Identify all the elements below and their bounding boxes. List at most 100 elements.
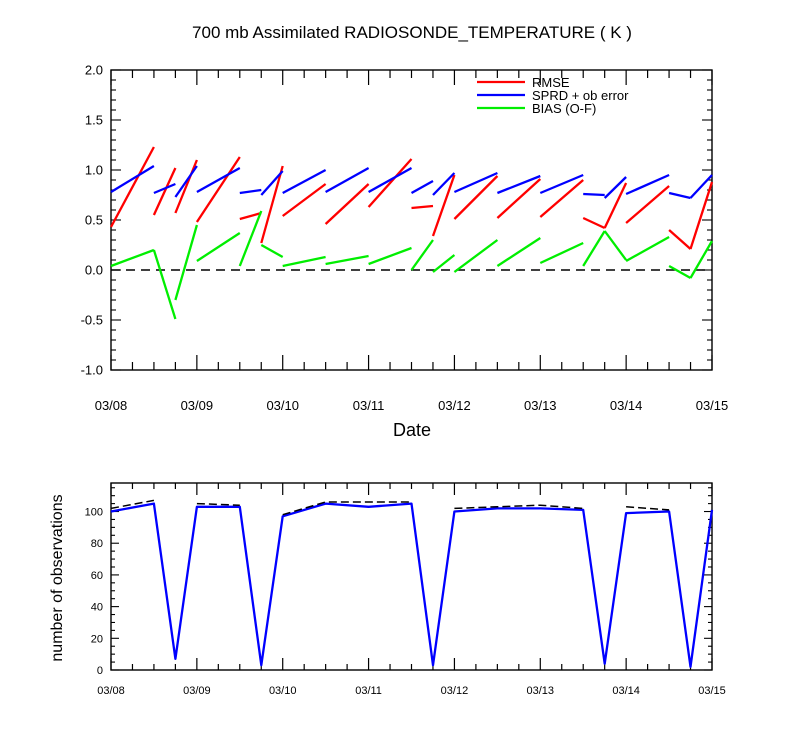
- series-line-segment: [325, 166, 370, 194]
- x-tick-label: 03/12: [438, 398, 471, 413]
- series-line-segment: [324, 183, 370, 225]
- series-line-segment: [496, 237, 541, 267]
- series-line-segment: [453, 171, 498, 194]
- series-line-segment: [603, 176, 627, 199]
- x-tick-label: 03/13: [527, 685, 555, 697]
- series-line-segment: [626, 506, 670, 511]
- legend-label-rmse: RMSE: [532, 75, 570, 90]
- y-tick-label: 1.0: [85, 163, 103, 178]
- x-tick-label: 03/09: [183, 685, 211, 697]
- y-tick-label: 1.5: [85, 113, 103, 128]
- y-tick-label: 80: [91, 538, 103, 550]
- series-line-segment: [432, 172, 456, 196]
- plot-frame: [110, 69, 713, 371]
- top-plot: 03/08 03/09 03/10 03/11 03/12 03/13 03/14 03/15…: [81, 63, 729, 413]
- series-line-segment: [195, 156, 241, 223]
- x-tick-label: 03/15: [698, 685, 726, 697]
- x-tick-label: 03/12: [441, 685, 469, 697]
- series-line-segment: [689, 240, 713, 279]
- series-line-segment: [260, 170, 284, 196]
- y-tick-label: 20: [91, 633, 103, 645]
- x-tick-label: 03/11: [353, 398, 385, 413]
- series-line-segment: [582, 230, 606, 267]
- series-line-segment: [625, 185, 670, 224]
- series-line-segment: [539, 179, 584, 218]
- series-line-segment: [368, 246, 412, 266]
- series-line-segment: [282, 168, 327, 195]
- series-line-segment: [625, 235, 670, 263]
- x-tick-label: 03/14: [612, 685, 640, 697]
- series-rmse: [109, 146, 714, 250]
- y-tick-label: 100: [85, 506, 103, 518]
- series-line-segment: [496, 174, 541, 195]
- series-line-segment: [668, 264, 692, 280]
- x-tick-label: 03/09: [181, 398, 214, 413]
- series-line-segment: [110, 165, 155, 193]
- x-tick-label: 03/10: [269, 685, 297, 697]
- y-tick-label: -0.5: [81, 313, 103, 328]
- y-tick-label: 0.0: [85, 263, 103, 278]
- series-possible: [110, 499, 670, 516]
- series-line-segment: [239, 211, 262, 221]
- y-tick-label: -1.0: [81, 363, 103, 378]
- series-line-segment: [431, 174, 456, 237]
- series-line-segment: [153, 182, 176, 195]
- x-tick-label: 03/15: [696, 398, 729, 413]
- series-line-segment: [260, 165, 284, 244]
- series-line-segment: [152, 167, 177, 216]
- legend-label-sprd-ob-error: SPRD + ob error: [532, 88, 629, 103]
- series-line-segment: [109, 146, 155, 228]
- series-line-segment: [603, 230, 628, 261]
- y-tick-label: 0: [97, 665, 103, 677]
- x-tick-label: 03/13: [524, 398, 557, 413]
- series-line-segment: [196, 502, 240, 506]
- series-sprd-ob-error: [110, 165, 713, 200]
- series-line-segment: [174, 165, 198, 198]
- series-line-segment: [239, 188, 262, 195]
- series-line-segment: [368, 166, 413, 194]
- series-line-segment: [282, 183, 327, 217]
- series-line-segment: [410, 179, 434, 195]
- series-assimilated: [110, 502, 714, 668]
- series-line-segment: [496, 178, 542, 219]
- series-line-segment: [453, 175, 499, 220]
- y-tick-label: 40: [91, 602, 103, 614]
- series-line-segment: [625, 173, 670, 196]
- series-line-segment: [110, 248, 155, 268]
- series-line-segment: [152, 249, 177, 320]
- top-chart-xlabel: Date: [393, 420, 431, 440]
- y-tick-label: 0.5: [85, 213, 103, 228]
- series-line-segment: [454, 504, 584, 510]
- series-line-segment: [689, 174, 713, 199]
- top-chart-title: 700 mb Assimilated RADIOSONDE_TEMPERATUR…: [192, 23, 632, 42]
- series-line-segment: [410, 239, 434, 271]
- x-tick-label: 03/08: [97, 685, 125, 697]
- bottom-plot: 03/08 03/09 03/10 03/11 03/12 03/13 03/14 03/15…: [85, 482, 726, 697]
- bottom-chart-ylabel: number of observations: [49, 494, 66, 661]
- series-line-segment: [282, 255, 326, 268]
- series-line-segment: [668, 191, 691, 200]
- x-tick-label: 03/11: [355, 685, 382, 697]
- series-line-segment: [367, 158, 413, 208]
- y-tick-label: 2.0: [85, 63, 103, 78]
- series-line-segment: [174, 224, 199, 301]
- series-line-segment: [196, 166, 241, 194]
- x-tick-label: 03/08: [95, 398, 128, 413]
- series-line-segment: [325, 254, 369, 266]
- series-line-segment: [603, 182, 628, 229]
- series-line-segment: [539, 173, 584, 195]
- series-line-segment: [110, 499, 155, 510]
- series-line-segment: [282, 501, 412, 516]
- y-tick-label: 60: [91, 570, 103, 582]
- series-line-segment: [196, 232, 241, 262]
- series-line-segment: [539, 241, 584, 265]
- series-line-segment: [411, 204, 434, 210]
- legend-label-bias-o-f: BIAS (O-F): [532, 101, 596, 116]
- x-tick-label: 03/10: [266, 398, 299, 413]
- series-line-segment: [260, 243, 284, 259]
- series-line-segment: [174, 159, 198, 214]
- series-line-segment: [453, 239, 499, 273]
